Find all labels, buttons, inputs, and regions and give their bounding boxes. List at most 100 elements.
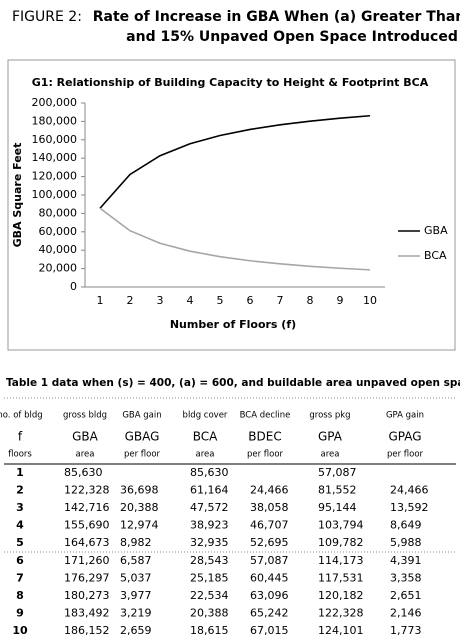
column-header: per floor bbox=[247, 450, 284, 460]
y-tick-label: 120,000 bbox=[32, 170, 78, 183]
x-tick-label: 10 bbox=[363, 294, 377, 307]
table-cell: 22,534 bbox=[190, 589, 229, 602]
table-cell: 52,695 bbox=[250, 536, 289, 549]
table-cell: 28,543 bbox=[190, 554, 229, 567]
x-axis-label: Number of Floors (f) bbox=[170, 318, 296, 331]
column-header: area bbox=[196, 450, 215, 460]
table-cell: 20,388 bbox=[120, 501, 159, 514]
table-cell: 3 bbox=[16, 501, 24, 514]
table-cell: 81,552 bbox=[318, 484, 357, 497]
table-cell: 103,794 bbox=[318, 519, 364, 532]
column-header: floors bbox=[8, 450, 32, 460]
chart-frame bbox=[7, 59, 456, 351]
column-header: per floor bbox=[387, 450, 424, 460]
table-cell: 4 bbox=[16, 519, 24, 532]
x-tick-label: 9 bbox=[337, 294, 344, 307]
series-line bbox=[99, 207, 371, 271]
x-tick-label: 6 bbox=[247, 294, 254, 307]
table-cell: 2,146 bbox=[390, 607, 422, 620]
column-header: gross bldg bbox=[63, 411, 107, 421]
column-header: area bbox=[321, 450, 340, 460]
table-cell: 38,923 bbox=[190, 519, 229, 532]
table-cell: 46,707 bbox=[250, 519, 289, 532]
table-cell: 8,649 bbox=[390, 519, 422, 532]
legend-label: BCA bbox=[424, 249, 447, 262]
table-cell: 155,690 bbox=[64, 519, 110, 532]
column-header: GPAG bbox=[388, 430, 421, 444]
table-cell: 4,391 bbox=[390, 554, 422, 567]
table-cell: 5,037 bbox=[120, 572, 152, 585]
table-cell: 1 bbox=[16, 466, 24, 479]
series-line bbox=[99, 114, 371, 209]
y-tick-label: 0 bbox=[70, 280, 77, 293]
y-tick-label: 40,000 bbox=[39, 243, 78, 256]
table-cell: 67,015 bbox=[250, 624, 289, 637]
table-cell: 57,087 bbox=[318, 466, 357, 479]
table-cell: 85,630 bbox=[64, 466, 103, 479]
legend-label: GBA bbox=[424, 224, 448, 237]
column-header: f bbox=[18, 430, 23, 444]
x-tick-label: 8 bbox=[307, 294, 314, 307]
table-cell: 164,673 bbox=[64, 536, 110, 549]
table-cell: 122,328 bbox=[64, 484, 110, 497]
x-tick-label: 5 bbox=[217, 294, 224, 307]
table-cell: 13,592 bbox=[390, 501, 429, 514]
column-header: gross pkg bbox=[309, 411, 350, 421]
table-cell: 32,935 bbox=[190, 536, 229, 549]
table-cell: 25,185 bbox=[190, 572, 229, 585]
table-cell: 20,388 bbox=[190, 607, 229, 620]
y-tick-label: 140,000 bbox=[32, 151, 78, 164]
table-cell: 3,977 bbox=[120, 589, 152, 602]
table-cell: 142,716 bbox=[64, 501, 110, 514]
column-header: area bbox=[76, 450, 95, 460]
column-header: GBA bbox=[72, 430, 99, 444]
chart-title: G1: Relationship of Building Capacity to… bbox=[32, 76, 429, 89]
x-tick-label: 3 bbox=[157, 294, 164, 307]
table-cell: 124,101 bbox=[318, 624, 364, 637]
y-tick-label: 20,000 bbox=[39, 262, 78, 275]
column-header: GPA gain bbox=[386, 411, 424, 421]
table-cell: 8,982 bbox=[120, 536, 152, 549]
table-cell: 38,058 bbox=[250, 501, 289, 514]
y-tick-label: 80,000 bbox=[39, 206, 78, 219]
table-cell: 2,651 bbox=[390, 589, 422, 602]
table-cell: 61,164 bbox=[190, 484, 229, 497]
table-cell: 47,572 bbox=[190, 501, 229, 514]
column-header: GBA gain bbox=[122, 411, 161, 421]
table-cell: 60,445 bbox=[250, 572, 289, 585]
table-cell: 180,273 bbox=[64, 589, 110, 602]
table-cell: 24,466 bbox=[390, 484, 429, 497]
table-cell: 65,242 bbox=[250, 607, 289, 620]
x-tick-label: 2 bbox=[127, 294, 134, 307]
column-header: BCA decline bbox=[240, 411, 291, 421]
table-cell: 1,773 bbox=[390, 624, 422, 637]
table-cell: 171,260 bbox=[64, 554, 110, 567]
table-cell: 109,782 bbox=[318, 536, 364, 549]
table-cell: 6 bbox=[16, 554, 24, 567]
table-cell: 114,173 bbox=[318, 554, 364, 567]
y-tick-label: 60,000 bbox=[39, 225, 78, 238]
table-cell: 176,297 bbox=[64, 572, 110, 585]
figure-label: FIGURE 2: bbox=[12, 9, 82, 25]
table-cell: 122,328 bbox=[318, 607, 364, 620]
table-cell: 2,659 bbox=[120, 624, 152, 637]
y-tick-label: 100,000 bbox=[32, 188, 78, 201]
y-tick-label: 160,000 bbox=[32, 133, 78, 146]
column-header: GPA bbox=[318, 430, 343, 444]
table-cell: 85,630 bbox=[190, 466, 229, 479]
y-tick-label: 180,000 bbox=[32, 114, 78, 127]
table-cell: 186,152 bbox=[64, 624, 110, 637]
table-cell: 24,466 bbox=[250, 484, 289, 497]
table-cell: 9 bbox=[16, 607, 24, 620]
table-cell: 3,219 bbox=[120, 607, 152, 620]
column-header: per floor bbox=[124, 450, 161, 460]
table-cell: 3,358 bbox=[390, 572, 422, 585]
column-header: BCA bbox=[193, 430, 218, 444]
table-cell: 6,587 bbox=[120, 554, 152, 567]
x-tick-label: 7 bbox=[277, 294, 284, 307]
table-cell: 120,182 bbox=[318, 589, 364, 602]
table-cell: 8 bbox=[16, 589, 24, 602]
table-cell: 10 bbox=[12, 624, 28, 637]
column-header: BDEC bbox=[248, 430, 281, 444]
